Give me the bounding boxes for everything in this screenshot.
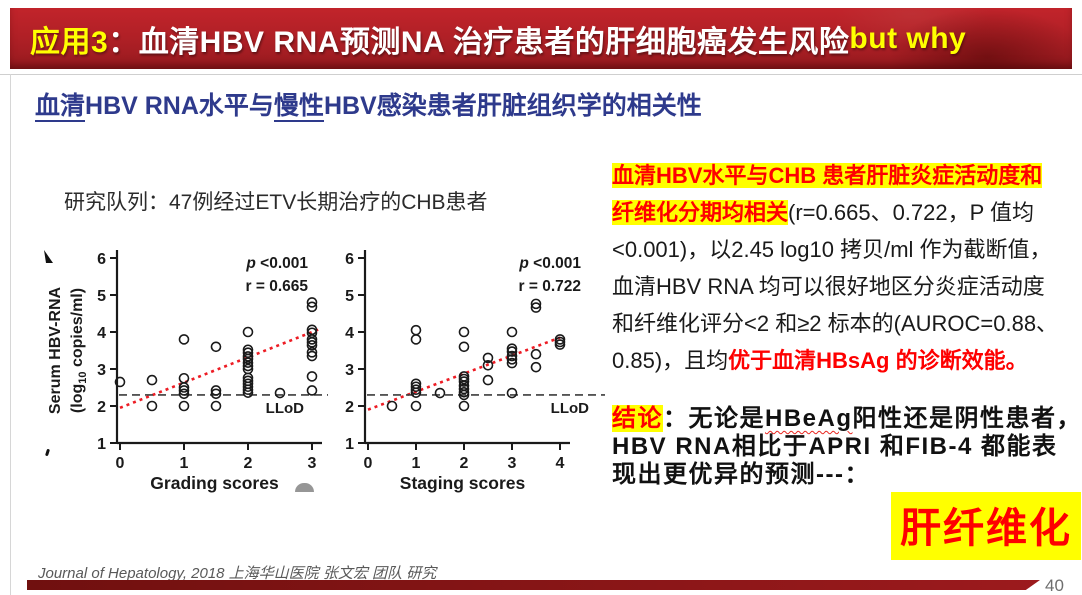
- svg-text:3: 3: [345, 362, 354, 379]
- banner-suffix: but why: [849, 21, 967, 55]
- text-line: 血清HBV RNA 均可以很好地区分炎症活动度: [612, 268, 1080, 305]
- text-line: 血清HBV水平与CHB 患者肝脏炎症活动度和: [612, 157, 1080, 194]
- liver-fibrosis-stamp: 肝纤维化: [891, 492, 1081, 560]
- text-segment: 阳性还是阴性患者，: [852, 405, 1082, 432]
- svg-text:1: 1: [97, 436, 106, 453]
- text-segment: 现出更优异的预测---：: [612, 461, 870, 488]
- svg-text:2: 2: [460, 455, 469, 472]
- cropped-panel-label-arc: [295, 483, 314, 492]
- svg-text:0: 0: [364, 455, 373, 472]
- svg-text:5: 5: [97, 288, 106, 305]
- text-segment: 血清: [35, 92, 86, 122]
- citation-footer: Journal of Hepatology, 2018 上海华山医院 张文宏 团…: [38, 565, 437, 582]
- text-segment: HBeAg: [765, 405, 853, 432]
- svg-text:Staging scores: Staging scores: [400, 473, 526, 493]
- svg-text:4: 4: [97, 325, 106, 342]
- svg-text:3: 3: [508, 455, 517, 472]
- svg-text:1: 1: [345, 436, 354, 453]
- text-segment: 优于血清HBsAg 的诊断效能。: [728, 348, 1028, 373]
- text-line: 现出更优异的预测---：: [612, 461, 1082, 489]
- svg-text:6: 6: [345, 251, 354, 268]
- svg-text:LLoD: LLoD: [551, 400, 589, 417]
- svg-text:1: 1: [412, 455, 421, 472]
- banner-prefix: 应用3: [30, 25, 109, 59]
- banner-title: 血清HBV RNA预测NA 治疗患者的肝细胞癌发生风险: [138, 25, 850, 59]
- svg-text:3: 3: [308, 455, 317, 472]
- svg-text:2: 2: [97, 399, 106, 416]
- slide-left-edge-line: [10, 74, 11, 595]
- text-segment: 慢性: [273, 92, 324, 122]
- text-segment: <0.001)，以2.45 log10 拷贝/ml 作为截断值，: [612, 237, 1052, 262]
- text-line: 和纤维化评分<2 和≥2 标本的(AUROC=0.88、: [612, 305, 1080, 342]
- text-segment: 0.85)，且均: [612, 348, 729, 373]
- svg-text:1: 1: [180, 455, 189, 472]
- text-line: 0.85)，且均优于血清HBsAg 的诊断效能。: [612, 342, 1080, 379]
- svg-text:5: 5: [345, 288, 354, 305]
- section-subtitle: 血清HBV RNA水平与慢性HBV感染患者肝脏组织学的相关性: [35, 86, 702, 122]
- svg-text:2: 2: [345, 399, 354, 416]
- conclusion-paragraph: 结论：无论是HBeAg阳性还是阴性患者， HBV RNA相比于APRI 和FIB-…: [612, 405, 1082, 489]
- title-banner: 应用3：血清HBV RNA预测NA 治疗患者的肝细胞癌发生风险 but why: [10, 8, 1072, 69]
- findings-paragraph: 血清HBV水平与CHB 患者肝脏炎症活动度和 纤维化分期均相关(r=0.665、0…: [612, 157, 1080, 379]
- svg-text:Grading scores: Grading scores: [150, 473, 279, 493]
- page-number: 40: [1045, 576, 1064, 595]
- svg-text:6: 6: [97, 251, 106, 268]
- text-segment: HBV RNA水平与: [85, 92, 274, 120]
- text-segment: HBV感染患者肝脏组织学的相关性: [323, 92, 702, 120]
- svg-text:p <0.001: p <0.001: [518, 255, 581, 272]
- text-segment: 血清HBV RNA 均可以很好地区分炎症活动度: [612, 274, 1045, 299]
- text-line: 纤维化分期均相关(r=0.665、0.722，P 值均: [612, 194, 1080, 231]
- svg-text:3: 3: [97, 362, 106, 379]
- text-line: <0.001)，以2.45 log10 拷贝/ml 作为截断值，: [612, 231, 1080, 268]
- text-segment: 纤维化分期均相关: [612, 200, 789, 225]
- cropped-figure-mark-top: [44, 250, 53, 263]
- text-segment: HBV RNA相比于APRI 和FIB-4 都能表: [612, 433, 1058, 460]
- bottom-accent-bar: [27, 580, 1040, 590]
- text-segment: 结论: [612, 405, 663, 432]
- svg-text:0: 0: [116, 455, 125, 472]
- banner-divider-line: [0, 74, 1082, 75]
- svg-text:Serum HBV-RNA: Serum HBV-RNA: [47, 286, 64, 414]
- study-cohort-text: 研究队列：47例经过ETV长期治疗的CHB患者: [64, 191, 488, 214]
- svg-text:r = 0.665: r = 0.665: [246, 278, 309, 295]
- text-line: HBV RNA相比于APRI 和FIB-4 都能表: [612, 433, 1082, 461]
- svg-text:r = 0.722: r = 0.722: [519, 278, 581, 295]
- text-segment: (r=0.665、0.722，P 值均: [788, 200, 1035, 225]
- banner-colon: ：: [108, 25, 139, 59]
- text-line: 结论：无论是HBeAg阳性还是阴性患者，: [612, 405, 1082, 433]
- svg-text:4: 4: [345, 325, 354, 342]
- text-segment: 和纤维化评分<2 和≥2 标本的(AUROC=0.88、: [612, 311, 1059, 336]
- svg-text:p <0.001: p <0.001: [245, 255, 308, 272]
- text-segment: ：无论是: [663, 405, 765, 432]
- svg-text:LLoD: LLoD: [266, 400, 304, 417]
- svg-text:(log10 copies/ml): (log10 copies/ml): [69, 288, 89, 413]
- svg-text:4: 4: [556, 455, 565, 472]
- svg-text:2: 2: [244, 455, 253, 472]
- text-segment: 血清HBV水平与CHB 患者肝脏炎症活动度和: [612, 163, 1043, 188]
